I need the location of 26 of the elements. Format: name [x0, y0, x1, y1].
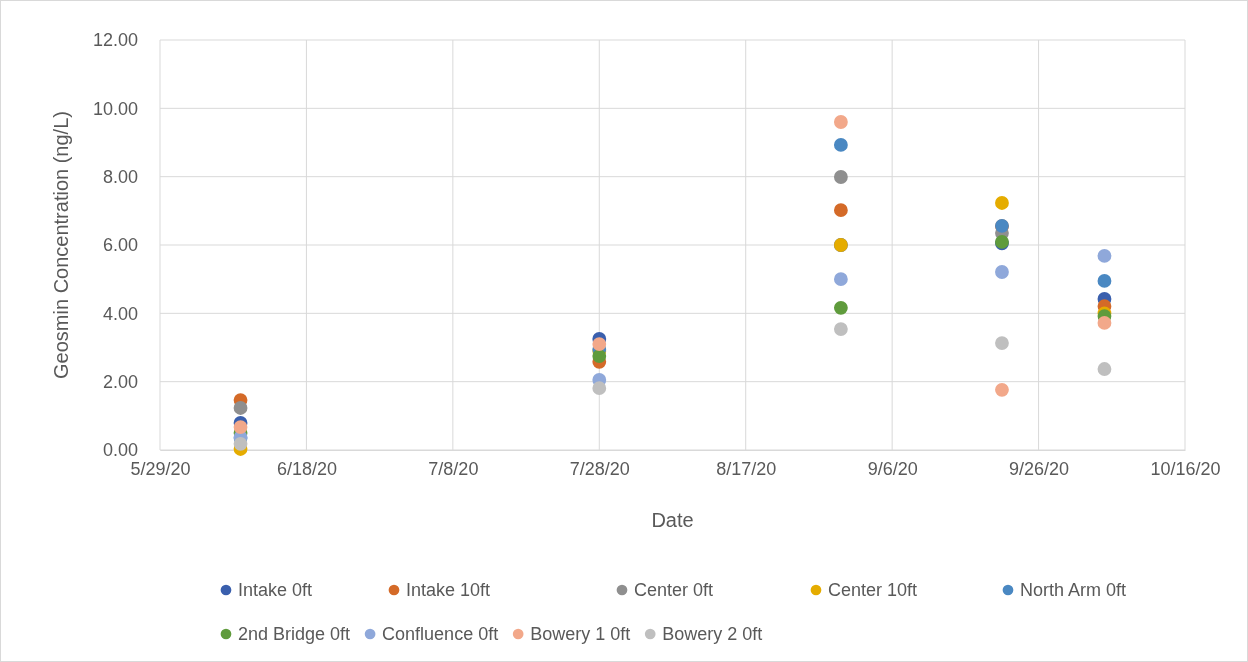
y-tick-label: 12.00 — [92, 30, 138, 51]
legend-label: 2nd Bridge 0ft — [238, 624, 351, 644]
x-tick-label: 8/17/20 — [716, 458, 777, 479]
x-tick-label: 5/29/20 — [130, 458, 191, 479]
legend-label: Center 0ft — [634, 580, 714, 600]
x-tick-label: 10/16/20 — [1150, 458, 1221, 479]
y-tick-label: 2.00 — [102, 371, 138, 392]
y-tick-label: 4.00 — [102, 303, 138, 324]
x-tick-label: 9/6/20 — [867, 458, 918, 479]
x-tick-label: 9/26/20 — [1009, 458, 1070, 479]
y-tick-label: 10.00 — [92, 98, 138, 119]
y-axis-title: Geosmin Concentration (ng/L) — [50, 111, 72, 379]
y-tick-label: 8.00 — [102, 166, 138, 187]
legend-label: Intake 10ft — [406, 580, 491, 600]
legend-label: Intake 0ft — [238, 580, 313, 600]
x-tick-label: 7/8/20 — [428, 458, 479, 479]
legend-label: North Arm 0ft — [1020, 580, 1127, 600]
legend-label: Center 10ft — [828, 580, 918, 600]
x-axis-title: Date — [651, 509, 694, 531]
x-tick-label: 6/18/20 — [276, 458, 337, 479]
legend-label: Bowery 1 0ft — [530, 624, 631, 644]
y-tick-label: 0.00 — [102, 440, 138, 461]
legend-label: Confluence 0ft — [382, 624, 499, 644]
x-tick-label: 7/28/20 — [569, 458, 630, 479]
y-tick-label: 6.00 — [102, 235, 138, 256]
legend-label: Bowery 2 0ft — [662, 624, 763, 644]
